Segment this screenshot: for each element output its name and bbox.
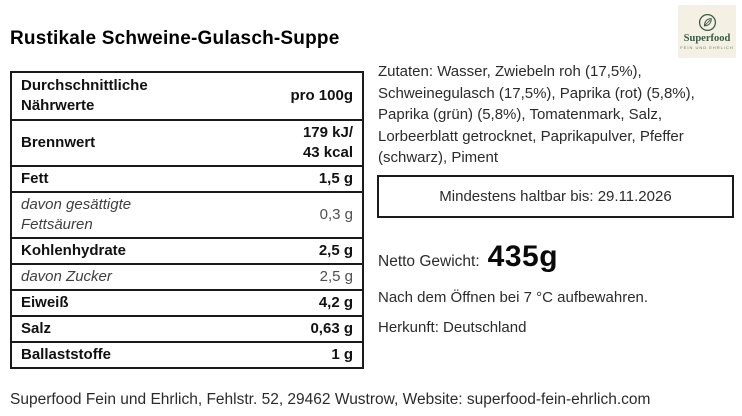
best-before-box: Mindestens haltbar bis: 29.11.2026 [377,175,734,218]
table-header-row: Durchschnittliche Nährwerte pro 100g [11,72,363,121]
table-row-carbohydrates: Kohlenhydrate 2,5 g [11,238,363,265]
table-row-saturated-fat: davon gesättigte Fettsäuren 0,3 g [11,192,363,239]
table-row-fiber: Ballaststoffe 1 g [11,342,363,368]
row-value: 2,5 g [253,238,363,265]
table-row-sugar: davon Zucker 2,5 g [11,264,363,291]
net-weight-label: Netto Gewicht: [378,253,480,270]
ingredients-text: Zutaten: Wasser, Zwiebeln roh (17,5%), S… [378,63,695,166]
nutrition-table: Durchschnittliche Nährwerte pro 100g Bre… [10,71,364,369]
brand-name: Superfood [683,33,731,44]
row-label: davon Zucker [11,264,253,291]
row-label: Fett [11,166,253,193]
row-label: Kohlenhydrate [11,238,253,265]
brand-logo: Superfood FEIN UND EHRLICH [678,5,736,58]
table-row-fat: Fett 1,5 g [11,166,363,193]
storage-instruction: Nach dem Öffnen bei 7 °C aufbewahren. [378,289,649,306]
row-label: Brennwert [11,120,253,167]
table-row-protein: Eiweiß 4,2 g [11,290,363,317]
net-weight: Netto Gewicht: 435g [378,240,558,274]
page-title: Rustikale Schweine-Gulasch-Suppe [10,28,340,49]
row-value: 1 g [331,346,353,363]
table-row-salt: Salz 0,63 g [11,316,363,343]
row-value: 4,2 g [253,290,363,317]
origin-text: Herkunft: Deutschland [378,319,527,336]
row-label: Eiweiß [11,290,253,317]
table-row-energy: Brennwert 179 kJ/ 43 kcal [11,120,363,167]
leaf-icon [698,13,716,32]
row-label: Salz [11,316,253,343]
nutrition-header-label: Durchschnittliche Nährwerte [11,72,253,121]
row-value: 0,3 g [253,192,363,239]
row-value: 2,5 g [253,264,363,291]
row-value: 179 kJ/ 43 kcal [253,120,363,167]
nutrition-header-unit: pro 100g [253,72,363,121]
row-label: davon gesättigte Fettsäuren [11,192,253,239]
row-value: 1,5 g [253,166,363,193]
row-label: Ballaststoffe [21,346,112,363]
best-before-text: Mindestens haltbar bis: 29.11.2026 [439,188,672,205]
net-weight-value: 435g [487,240,559,273]
manufacturer-footer: Superfood Fein und Ehrlich, Fehlstr. 52,… [10,391,651,408]
row-value: 0,63 g [253,316,363,343]
brand-tagline: FEIN UND EHRLICH [680,45,734,50]
